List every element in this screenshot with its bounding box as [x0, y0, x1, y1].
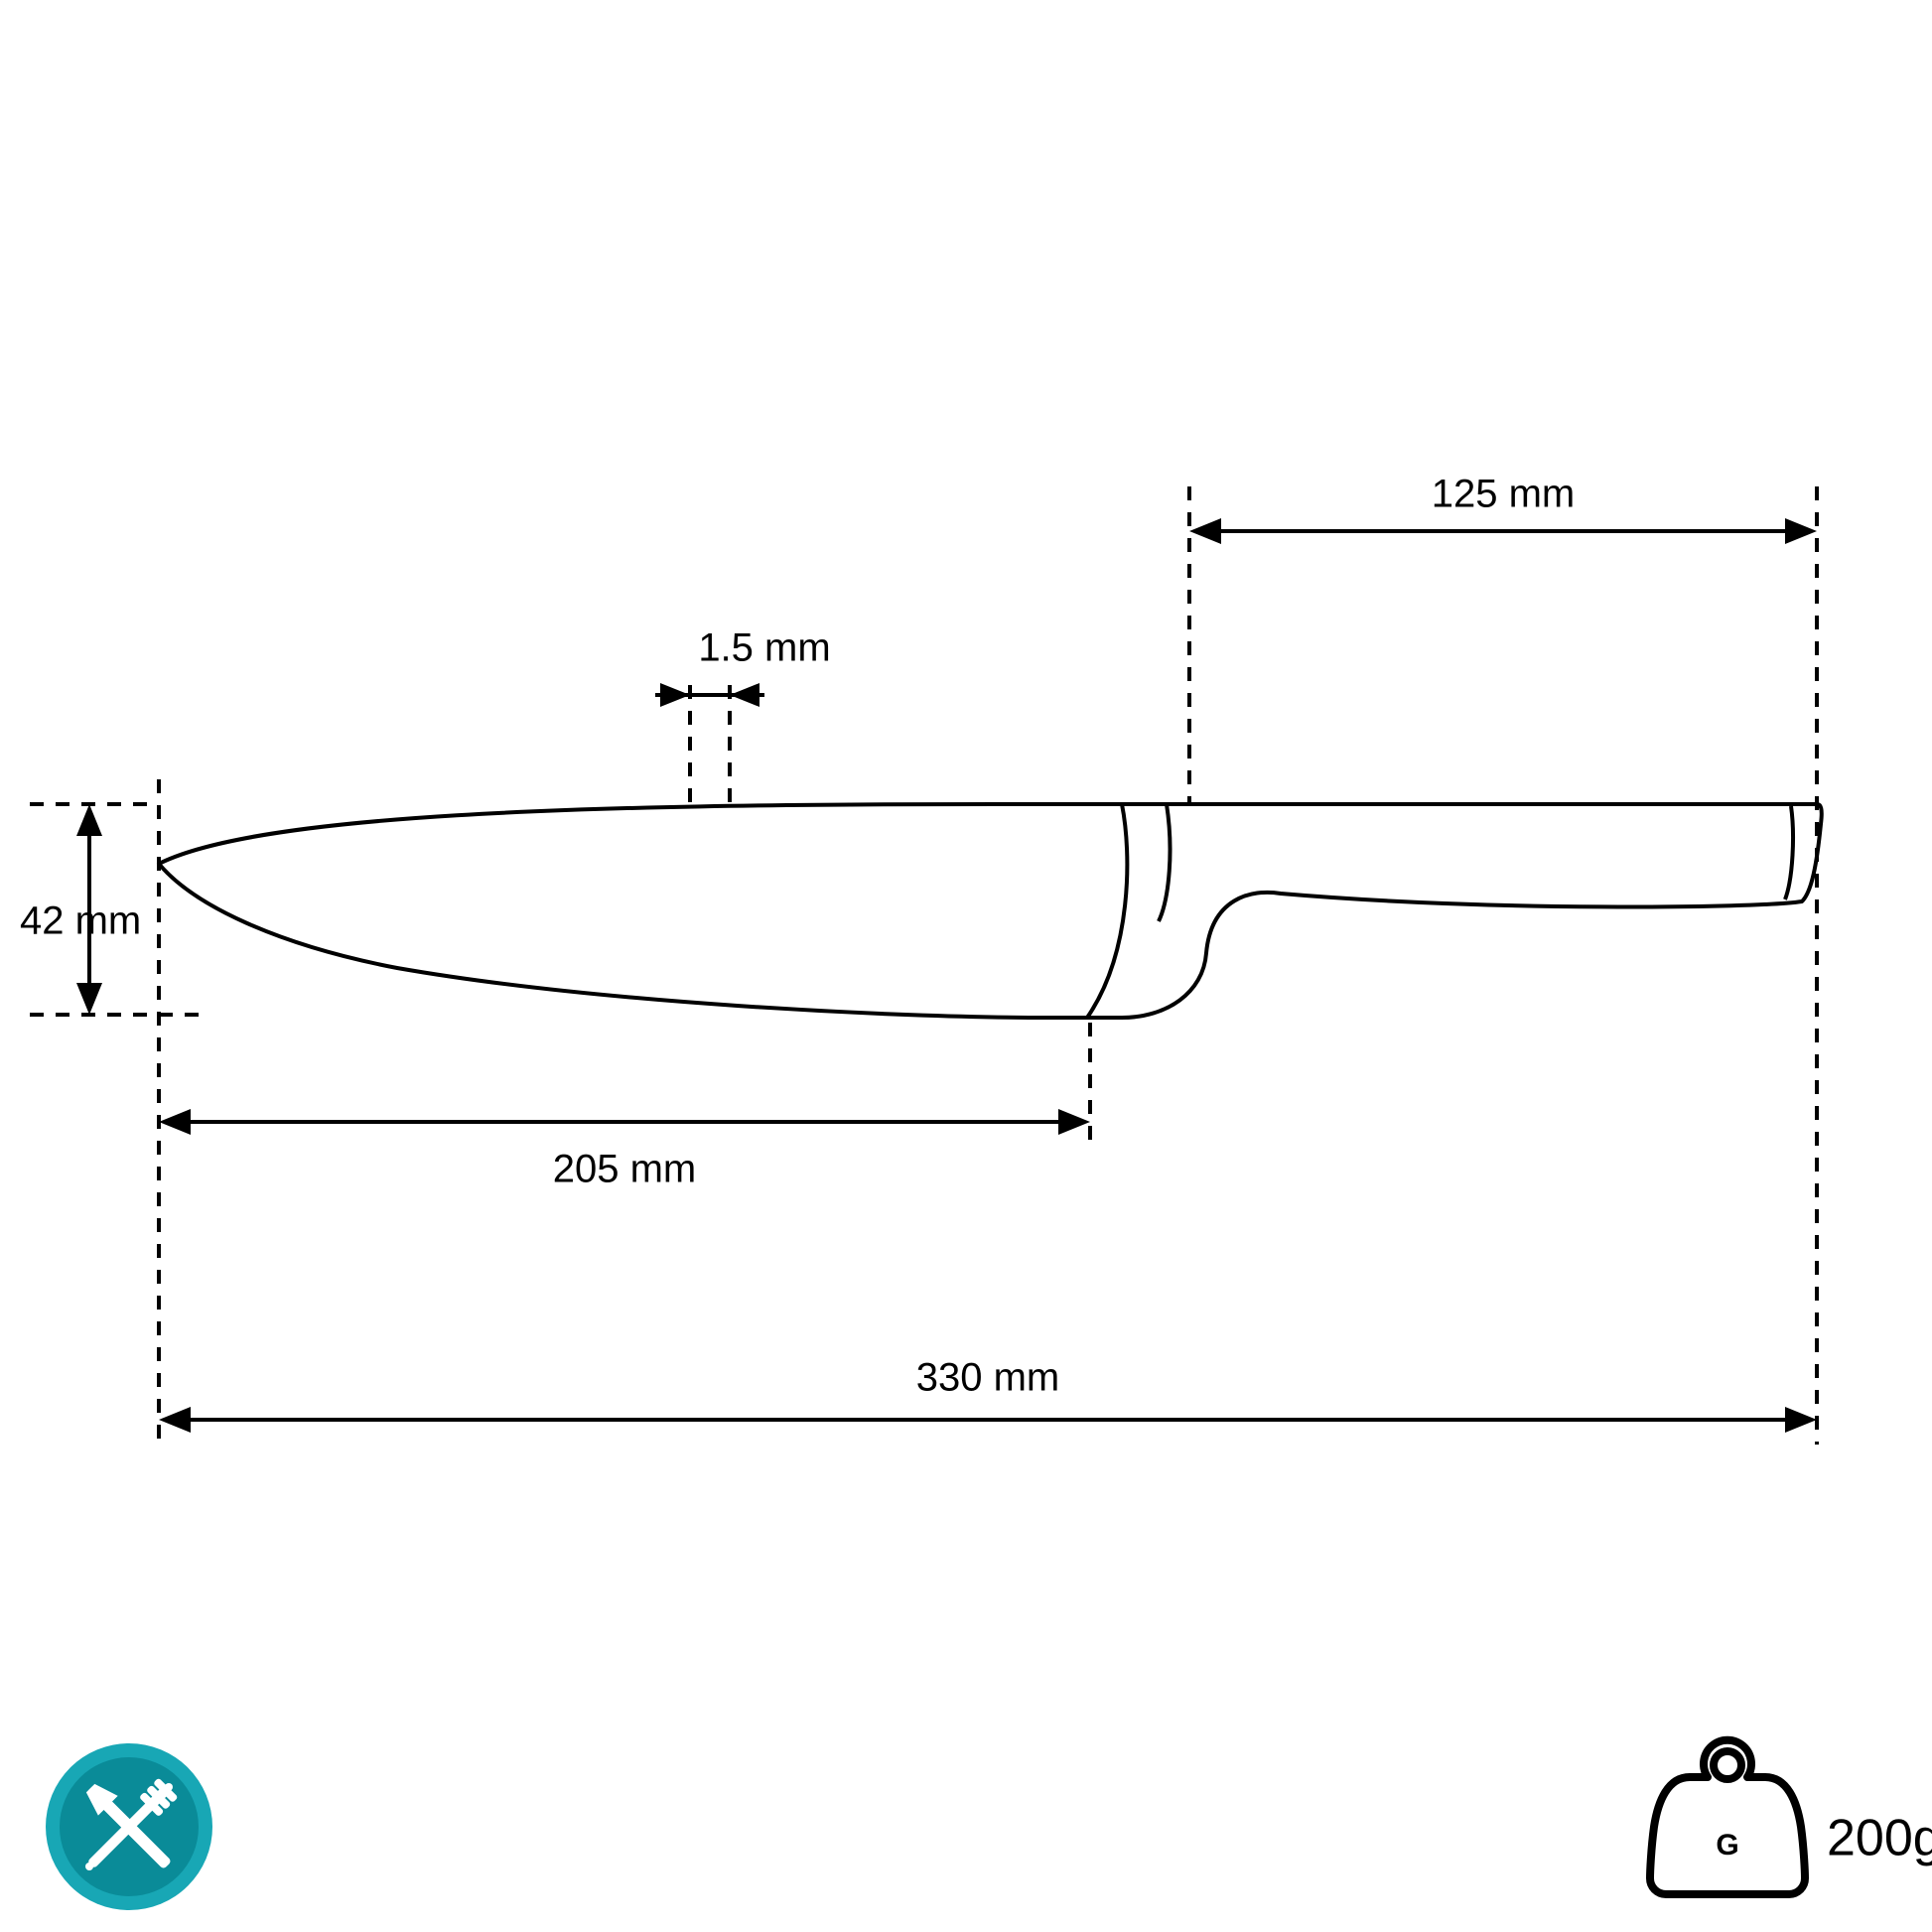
dim-blade-height: 42 mm [20, 804, 141, 1015]
dim-blade-length: 205 mm [159, 1109, 1090, 1191]
weight-icon: G [1650, 1740, 1805, 1894]
knife-diagram: 125 mm 1.5 mm 42 mm 205 mm 330 mm [0, 0, 1932, 1932]
dim-blade-height-label: 42 mm [20, 899, 141, 943]
dim-handle-length-label: 125 mm [1432, 473, 1576, 516]
weight-label: 200g [1827, 1810, 1932, 1867]
dim-spine-thickness: 1.5 mm [655, 626, 831, 707]
cutlery-badge-icon [46, 1743, 212, 1910]
dim-spine-thickness-label: 1.5 mm [698, 626, 830, 670]
knife-outline [159, 804, 1822, 1018]
dim-blade-length-label: 205 mm [553, 1148, 697, 1191]
dim-total-length: 330 mm [159, 1356, 1817, 1433]
weight-icon-letter: G [1716, 1829, 1738, 1862]
dim-total-length-label: 330 mm [916, 1356, 1060, 1400]
dim-handle-length: 125 mm [1189, 473, 1817, 544]
